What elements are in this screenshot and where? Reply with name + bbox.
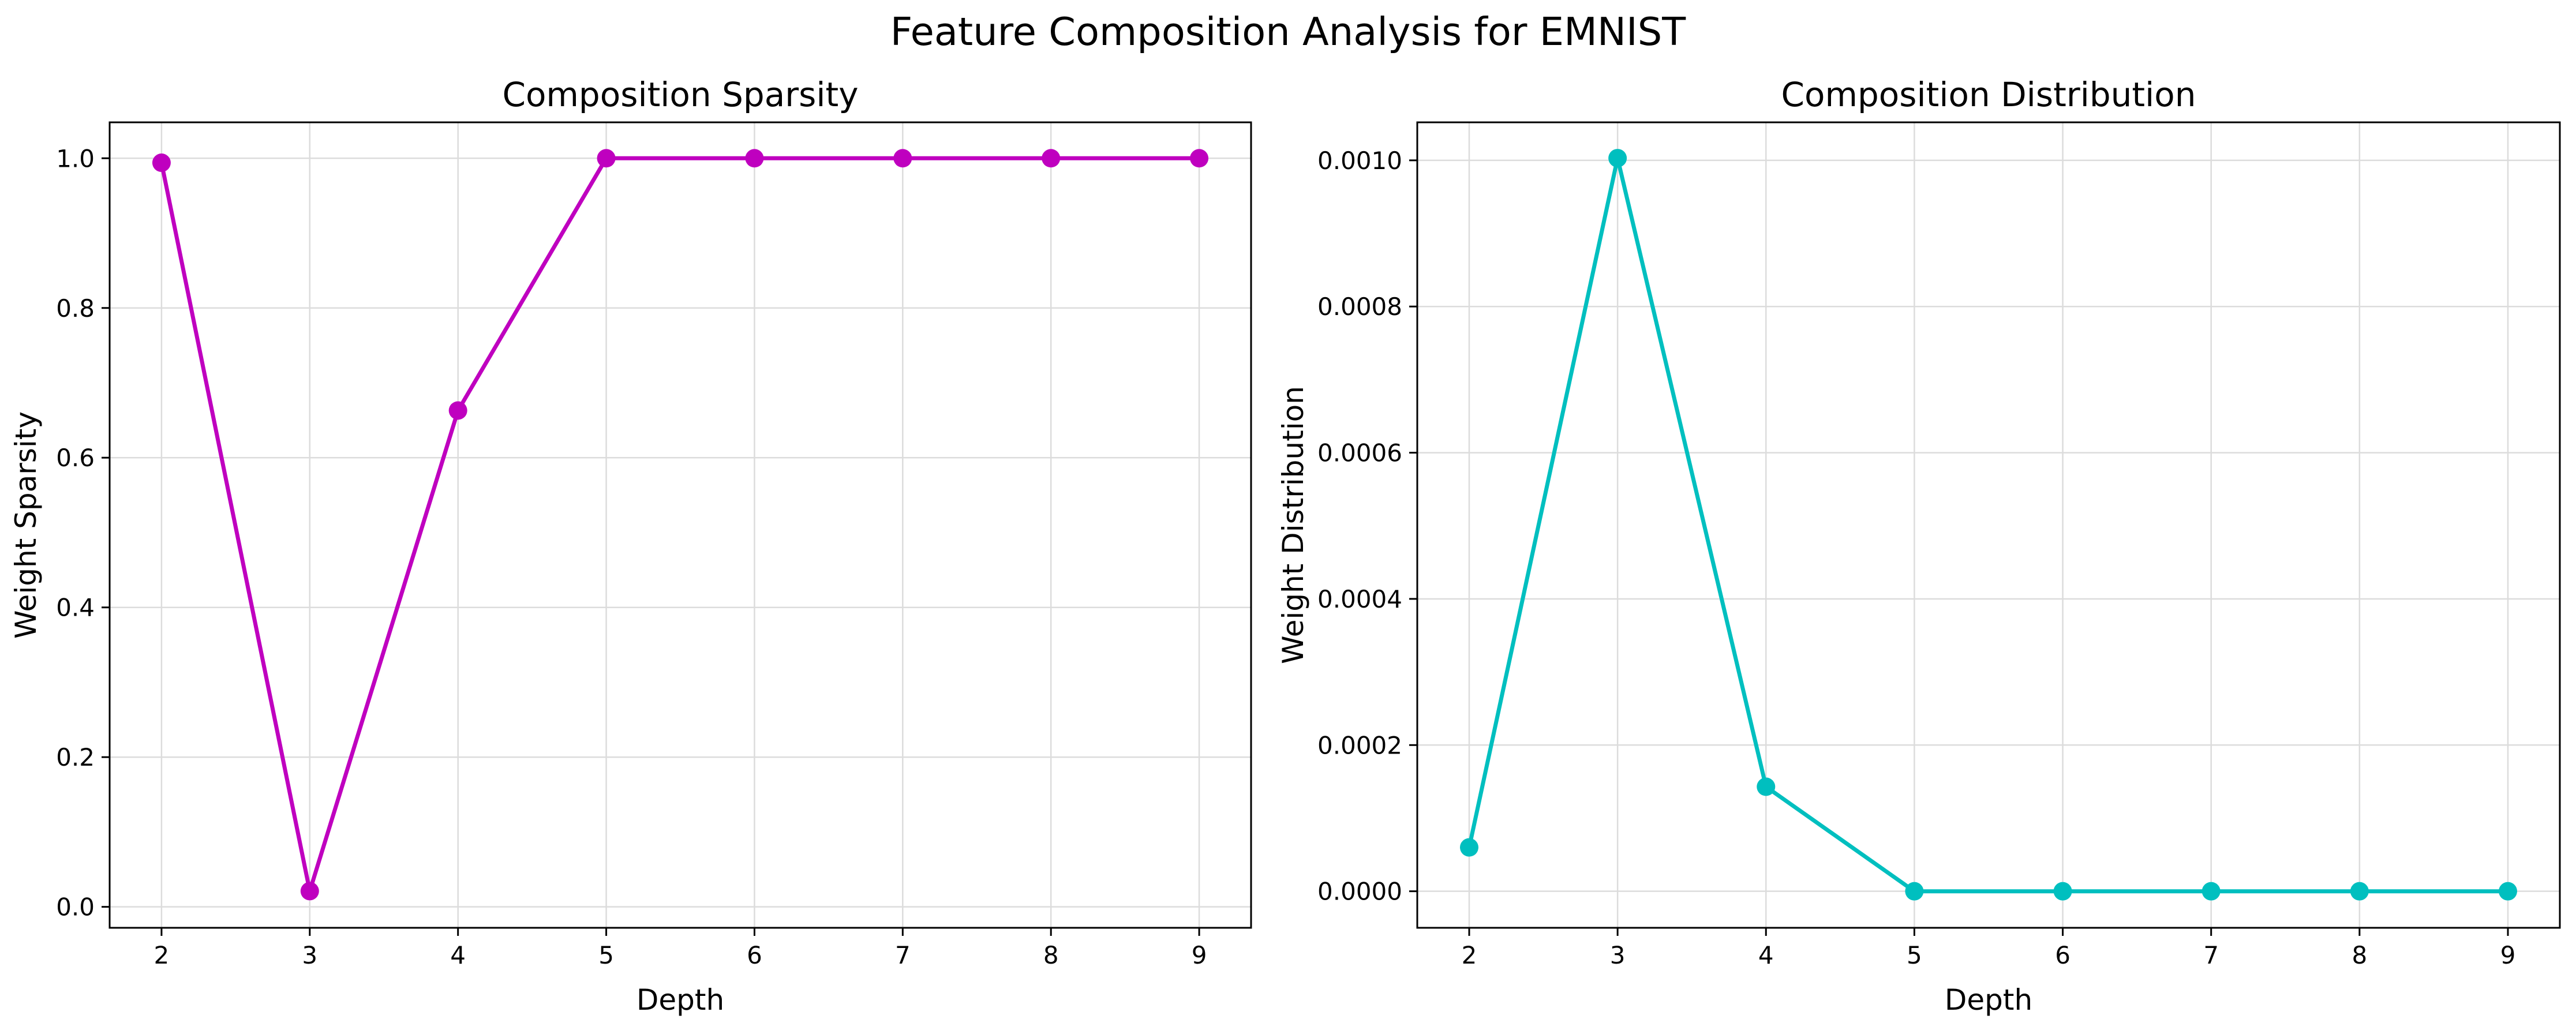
chart1-y-axis-label: Weight Distribution (1276, 386, 1310, 664)
chart1-series-line (1467, 156, 2508, 894)
chart0-y-tick-label: 0.6 (56, 444, 95, 472)
chart-distribution: 2 3 4 5 6 7 8 9 0.0000 0.0002 0.0004 0.0006 0.0008 0.… (1276, 75, 2561, 1017)
chart0-y-tick-label: 1.0 (56, 144, 95, 173)
chart1-axes-frame (1416, 121, 2561, 929)
chart-sparsity: 2 3 4 5 6 7 8 9 0.0 0.2 0.4 0.6 0.8 1.0 Composition Sp… (9, 75, 1252, 1017)
chart0-data-point (1042, 149, 1061, 168)
chart0-x-tick-label: 7 (895, 941, 911, 969)
chart1-x-axis-label: Depth (1945, 983, 2032, 1017)
chart0-x-tick-label: 8 (1043, 941, 1059, 969)
chart1-data-point (1460, 838, 1478, 857)
chart1-y-tick-label: 0.0004 (1317, 585, 1402, 613)
chart1-y-tick-label: 0.0010 (1317, 147, 1402, 175)
chart1-y-tick-label: 0.0002 (1317, 731, 1402, 759)
chart0-x-tick-label: 3 (302, 941, 317, 969)
chart1-data-point (1905, 882, 1924, 901)
chart0-y-tick-label: 0.8 (56, 294, 95, 323)
chart1-data-point (2201, 882, 2221, 901)
chart0-data-point (448, 401, 467, 420)
chart0-y-tick-label: 0.2 (56, 743, 95, 771)
chart0-data-point (1190, 149, 1209, 168)
chart1-x-tick-label: 4 (1758, 941, 1774, 969)
chart0-x-tick-label: 5 (598, 941, 614, 969)
chart1-data-point (1608, 149, 1627, 168)
chart1-x-tick-label: 9 (2500, 941, 2516, 969)
chart1-data-point (2350, 882, 2369, 901)
chart1-data-point (2499, 882, 2517, 901)
chart0-y-tick-label: 0.0 (56, 893, 95, 921)
chart0-series-line (159, 156, 1200, 893)
chart0-data-point (300, 882, 319, 901)
chart1-x-tick-label: 3 (1610, 941, 1626, 969)
chart1-y-tick-label: 0.0000 (1317, 878, 1402, 906)
chart0-x-tick-label: 9 (1192, 941, 1207, 969)
chart0-x-tick-label: 2 (154, 941, 170, 969)
chart1-data-point (2053, 882, 2072, 901)
chart0-y-axis-label: Weight Sparsity (9, 411, 43, 639)
chart1-x-tick-label: 8 (2352, 941, 2367, 969)
chart0-x-tick-label: 6 (747, 941, 762, 969)
chart1-data-point (1757, 777, 1776, 796)
chart0-data-point (745, 149, 764, 168)
chart0-axes-frame (108, 121, 1252, 929)
chart1-x-tick-label: 2 (1462, 941, 1477, 969)
chart1-title: Composition Distribution (1781, 75, 2196, 114)
chart0-y-tick-label: 0.4 (56, 594, 95, 622)
chart0-data-point (893, 149, 912, 168)
chart0-x-axis-label: Depth (636, 983, 724, 1017)
chart1-y-tick-label: 0.0006 (1317, 439, 1402, 467)
chart0-data-point (152, 153, 171, 173)
chart0-x-tick-label: 4 (450, 941, 466, 969)
chart1-x-tick-label: 7 (2203, 941, 2219, 969)
figure-title: Feature Composition Analysis for EMNIST (890, 9, 1687, 54)
chart0-data-point (597, 149, 616, 168)
chart1-x-tick-label: 6 (2055, 941, 2070, 969)
chart0-title: Composition Sparsity (502, 75, 858, 114)
chart1-y-tick-label: 0.0008 (1317, 293, 1402, 321)
chart1-x-tick-label: 5 (1907, 941, 1922, 969)
